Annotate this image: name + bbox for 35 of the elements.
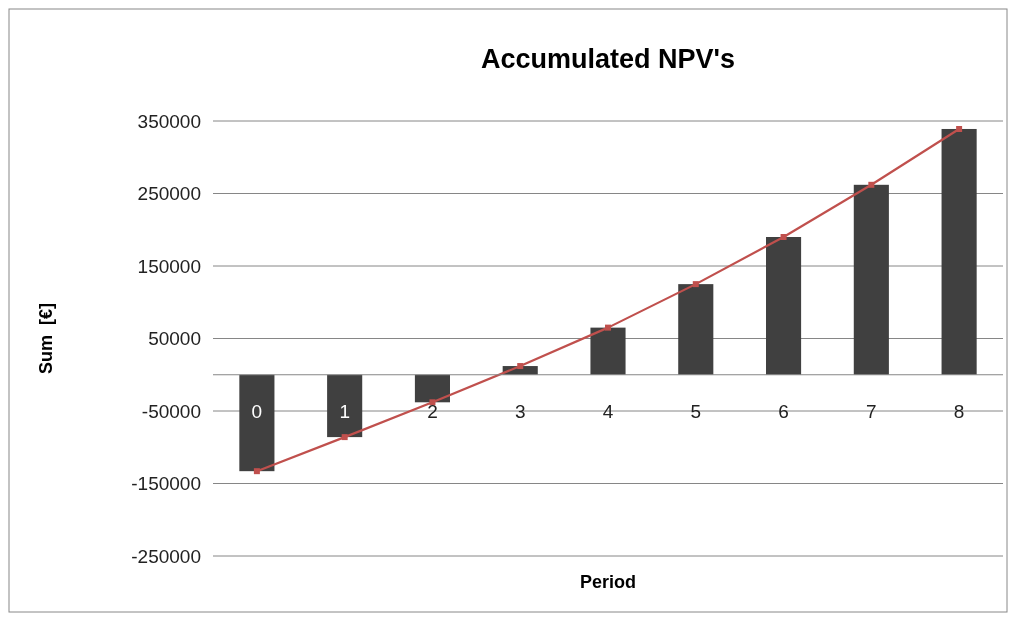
y-tick-label: -250000: [131, 545, 201, 567]
x-tick-label: 7: [866, 401, 877, 423]
y-axis-title: Sum [€]: [36, 302, 56, 375]
point: [780, 234, 787, 240]
bar: [239, 374, 275, 472]
bar: [941, 128, 977, 375]
x-tick-label: 5: [690, 401, 702, 423]
bar: [766, 237, 802, 375]
point: [868, 181, 875, 188]
bar: [327, 374, 363, 438]
x-axis-title: Period: [579, 572, 637, 592]
bar: [853, 184, 889, 375]
bar: [414, 374, 450, 403]
point: [956, 125, 963, 132]
x-tick-label: 3: [514, 401, 526, 423]
x-tick-label: 0: [251, 401, 263, 423]
bar: [678, 284, 714, 375]
y-tick-label: -50000: [141, 400, 201, 422]
point: [253, 468, 260, 475]
point: [517, 363, 524, 370]
x-tick-label: 4: [602, 401, 614, 423]
y-tick-label: 150000: [137, 255, 201, 277]
bar: [590, 327, 626, 375]
x-tick-label: 1: [339, 401, 350, 423]
point: [605, 324, 611, 331]
y-tick-label: -150000: [131, 473, 201, 495]
point: [692, 281, 699, 288]
chart-title: Accumulated NPV's: [481, 44, 735, 74]
x-tick-label: 2: [427, 401, 438, 423]
x-tick-label: 8: [953, 401, 965, 423]
x-tick-label: 6: [778, 401, 789, 423]
y-tick-label: 250000: [137, 183, 201, 205]
y-tick-label: 350000: [137, 110, 201, 132]
point: [341, 434, 348, 441]
y-tick-label: 50000: [148, 328, 201, 350]
